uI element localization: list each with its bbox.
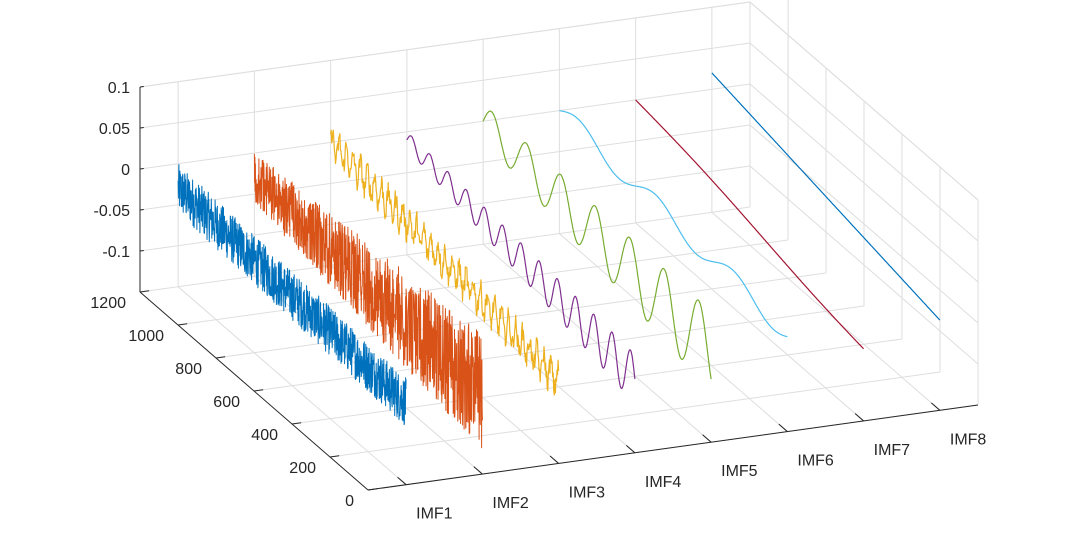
sample-tick-label: 600: [213, 394, 240, 411]
series-line-imf7: [635, 99, 865, 350]
gridline-side-horizontal: [749, 165, 979, 365]
category-tick-label: IMF1: [416, 506, 453, 523]
sample-tick: [367, 488, 378, 491]
gridline-floor-sample: [215, 272, 827, 359]
gridline-floor-category: [177, 286, 407, 486]
gridline-side-horizontal: [749, 124, 979, 324]
sample-tick-label: 400: [251, 427, 278, 444]
sample-tick: [139, 290, 150, 293]
value-tick-label: 0: [121, 162, 130, 179]
gridline-side-horizontal: [749, 83, 979, 283]
sample-tick: [291, 422, 302, 425]
gridline-floor-sample: [177, 239, 789, 326]
gridline-back-horizontal: [139, 83, 751, 170]
category-tick-label: IMF8: [950, 431, 987, 448]
value-tick: [139, 249, 144, 252]
category-tick-label: IMF7: [874, 442, 911, 459]
category-axis-line: [367, 404, 979, 491]
value-tick: [139, 126, 144, 129]
category-tick-label: IMF6: [797, 453, 834, 470]
value-tick-label: -0.1: [102, 244, 130, 261]
category-tick: [702, 434, 712, 443]
category-tick: [778, 423, 788, 432]
category-tick-label: IMF5: [721, 463, 758, 480]
tick-labels: IMF1 IMF2 IMF3 IMF4 IMF5 IMF6 IMF7 IMF8 0 200 400 6…: [90, 80, 986, 523]
gridline-floor-category: [559, 233, 788, 432]
value-tick-label: -0.05: [94, 203, 131, 220]
sample-tick: [215, 356, 226, 359]
category-tick-label: IMF2: [492, 495, 529, 512]
gridline-floor-sample: [291, 338, 903, 425]
gridline-side-horizontal: [749, 42, 979, 242]
sample-tick-label: 800: [175, 361, 202, 378]
sample-tick-label: 1200: [90, 295, 126, 312]
category-tick: [549, 455, 559, 464]
value-tick: [139, 167, 144, 170]
value-tick: [139, 85, 144, 88]
gridline-floor-category: [711, 211, 941, 411]
category-tick: [930, 402, 941, 411]
series-line-imf4: [406, 135, 636, 389]
series-layer: [177, 72, 941, 449]
sample-tick: [177, 323, 188, 326]
category-tick-label: IMF4: [645, 474, 682, 491]
category-tick: [625, 445, 636, 454]
series-line-imf1: [177, 164, 407, 426]
sample-tick-label: 200: [289, 460, 316, 477]
gridline-side-top: [749, 1, 979, 201]
gridline-floor-category: [482, 243, 712, 443]
gridline-back-horizontal: [139, 42, 751, 129]
series-line-imf2: [253, 153, 483, 449]
category-tick: [397, 476, 407, 486]
gridline-back-horizontal: [139, 124, 751, 211]
gridline-back-top: [139, 1, 751, 88]
axes: [139, 85, 979, 491]
value-tick-label: 0.1: [108, 80, 130, 97]
gridline-floor-sample: [329, 371, 941, 458]
series-line-imf3: [330, 129, 560, 396]
gridline-floor-category: [635, 222, 864, 422]
category-tick: [854, 413, 864, 422]
series-line-imf5: [482, 110, 712, 380]
category-tick: [473, 466, 483, 475]
sample-tick: [329, 455, 340, 458]
value-tick: [139, 208, 144, 211]
series-line-imf8: [711, 72, 941, 321]
sample-tick-label: 0: [345, 493, 354, 510]
sample-tick-label: 1000: [128, 328, 164, 345]
sample-tick: [253, 389, 264, 392]
grid: [139, 0, 979, 491]
series-line-imf6: [559, 110, 788, 338]
value-tick-label: 0.05: [99, 121, 130, 138]
category-tick-label: IMF3: [569, 484, 606, 501]
